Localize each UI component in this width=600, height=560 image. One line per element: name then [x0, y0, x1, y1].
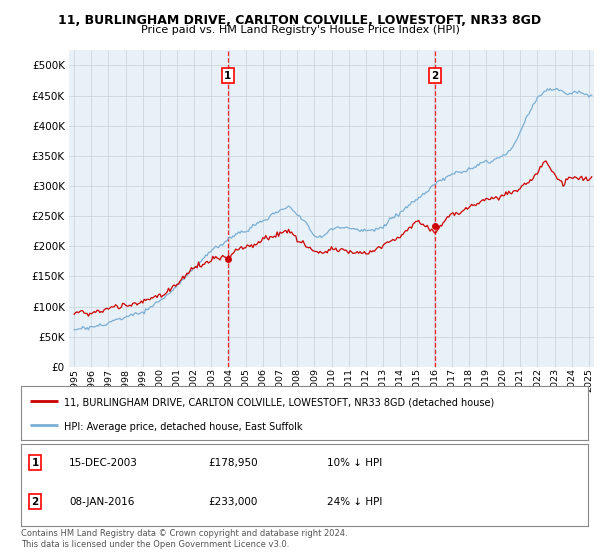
Text: £178,950: £178,950 [208, 458, 258, 468]
Text: 11, BURLINGHAM DRIVE, CARLTON COLVILLE, LOWESTOFT, NR33 8GD (detached house): 11, BURLINGHAM DRIVE, CARLTON COLVILLE, … [64, 398, 494, 407]
Text: 1: 1 [224, 71, 232, 81]
Text: 24% ↓ HPI: 24% ↓ HPI [327, 497, 383, 507]
Text: £233,000: £233,000 [208, 497, 257, 507]
Text: 08-JAN-2016: 08-JAN-2016 [69, 497, 134, 507]
Text: Contains HM Land Registry data © Crown copyright and database right 2024.
This d: Contains HM Land Registry data © Crown c… [21, 529, 347, 549]
Text: 2: 2 [431, 71, 439, 81]
Text: 2: 2 [32, 497, 39, 507]
Text: 10% ↓ HPI: 10% ↓ HPI [327, 458, 382, 468]
Text: Price paid vs. HM Land Registry's House Price Index (HPI): Price paid vs. HM Land Registry's House … [140, 25, 460, 35]
Text: HPI: Average price, detached house, East Suffolk: HPI: Average price, detached house, East… [64, 422, 302, 432]
Text: 11, BURLINGHAM DRIVE, CARLTON COLVILLE, LOWESTOFT, NR33 8GD: 11, BURLINGHAM DRIVE, CARLTON COLVILLE, … [58, 14, 542, 27]
Text: 1: 1 [32, 458, 39, 468]
Text: 15-DEC-2003: 15-DEC-2003 [69, 458, 138, 468]
